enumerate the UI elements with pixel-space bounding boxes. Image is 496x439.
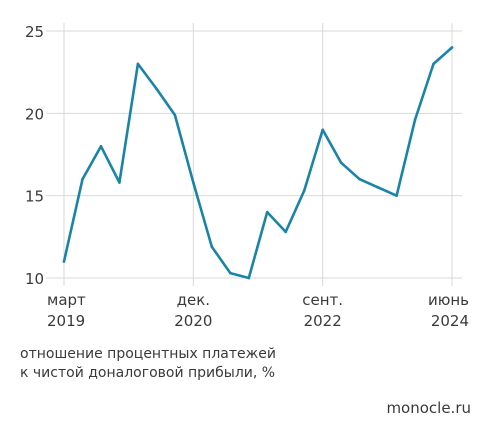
caption-line-1: отношение процентных платежей (20, 346, 276, 362)
caption-line-2: к чистой доналоговой прибыли, % (20, 365, 276, 381)
data-point (358, 177, 361, 181)
x-tick-year: 2022 (304, 312, 342, 330)
grid-lines (46, 23, 462, 286)
chart-caption: отношение процентных платежей к чистой д… (20, 345, 276, 383)
series-line (62, 46, 454, 280)
x-tick-year: 2019 (47, 312, 85, 330)
x-tick-month: дек. (177, 291, 210, 309)
data-point (62, 260, 66, 263)
y-tick-label: 25 (25, 23, 44, 41)
y-tick-label: 15 (25, 188, 44, 206)
data-point (155, 87, 158, 90)
data-point (228, 271, 232, 275)
data-point (265, 210, 269, 214)
data-point (395, 194, 398, 197)
data-point (173, 113, 177, 117)
x-tick-month: март (47, 291, 86, 309)
data-point (432, 62, 435, 66)
data-point (302, 189, 306, 193)
line-chart: 10 15 20 25 март 2019 дек. 2020 сент. 2022 июнь 20… (25, 23, 469, 330)
data-point (192, 181, 195, 184)
data-point (81, 177, 84, 181)
source-label: monocle.ru (386, 399, 471, 417)
series-points (62, 46, 454, 280)
x-axis-ticks: март 2019 дек. 2020 сент. 2022 июнь 2024 (47, 291, 469, 330)
data-point (450, 46, 454, 49)
data-point (210, 245, 214, 249)
data-point (99, 144, 103, 148)
data-point (339, 161, 343, 165)
data-point (376, 186, 380, 189)
x-tick-month: июнь (428, 291, 469, 309)
data-point (118, 181, 121, 184)
x-tick-year: 2020 (174, 312, 212, 330)
y-tick-label: 20 (25, 105, 44, 123)
y-axis-ticks: 10 15 20 25 (25, 23, 44, 288)
data-point (321, 128, 324, 132)
data-point (284, 230, 288, 234)
data-point (247, 276, 251, 280)
x-tick-year: 2024 (431, 312, 469, 330)
x-tick-month: сент. (302, 291, 343, 309)
data-point (136, 62, 140, 66)
y-tick-label: 10 (25, 270, 44, 288)
data-point (413, 118, 417, 122)
